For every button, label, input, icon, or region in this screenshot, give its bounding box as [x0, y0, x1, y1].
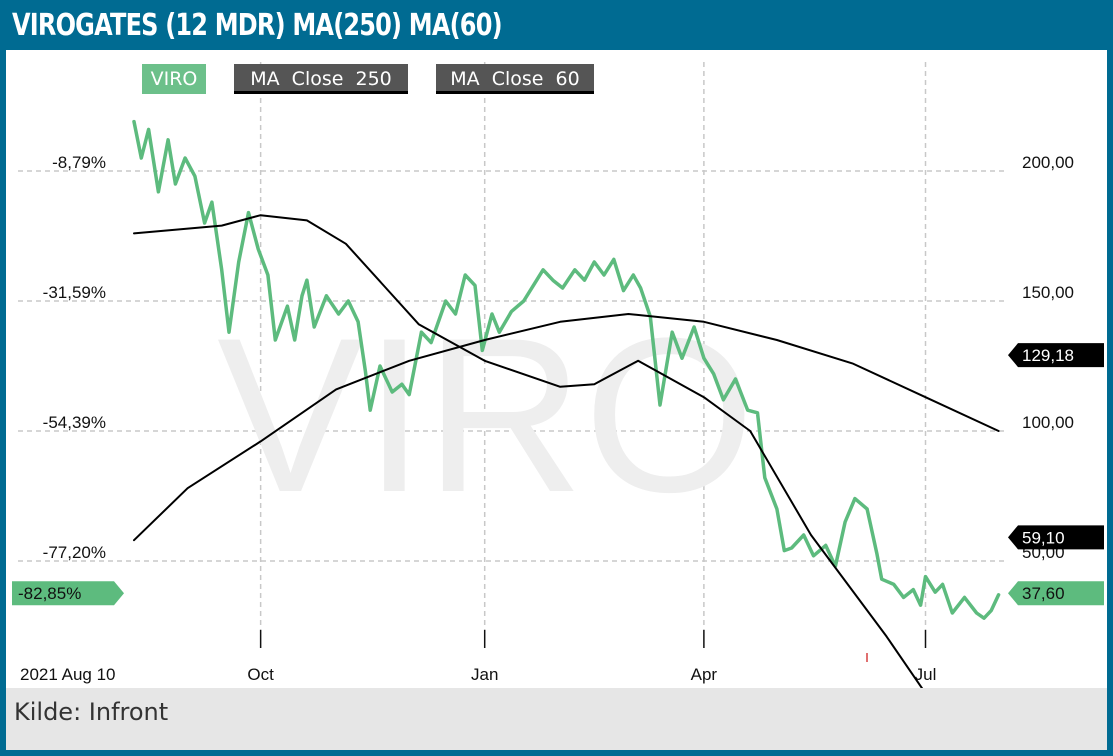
tag-viro-pct-label: -82,85%	[18, 584, 81, 603]
grid-lines	[18, 62, 1006, 630]
chart-footer: Kilde: Infront	[6, 688, 1107, 750]
tag-ma-250-label: 129,18	[1022, 346, 1074, 365]
chart-canvas: VIRO 50,00-77,20%100,00-54,39%150,00-31,…	[12, 62, 1104, 688]
y-right-tick-label: 150,00	[1022, 283, 1074, 302]
last-value-tags: 129,18 59,10 37,60 -82,85%	[12, 343, 1104, 606]
tag-ma-60-label: 59,10	[1022, 528, 1065, 547]
x-tick-label: 2021 Aug 10	[20, 665, 115, 684]
y-right-tick-label: 200,00	[1022, 153, 1074, 172]
source-label: Kilde: Infront	[14, 698, 169, 726]
tag-viro-pct-bg	[12, 581, 124, 606]
series-ma-60	[133, 214, 924, 688]
y-left-tick-label: -77,20%	[43, 543, 106, 562]
series-ma-250	[133, 313, 1000, 542]
y-right-tick-label: 100,00	[1022, 413, 1074, 432]
x-tick-label: Apr	[691, 665, 718, 684]
x-tick-label: Jul	[915, 665, 937, 684]
chart-title: VIROGATES (12 MDR) MA(250) MA(60)	[12, 8, 503, 43]
chart-header: VIROGATES (12 MDR) MA(250) MA(60)	[6, 6, 1107, 50]
y-left-tick-label: -54,39%	[43, 413, 106, 432]
x-tick-label: Jan	[471, 665, 498, 684]
series-viro	[132, 119, 1001, 620]
tag-ma-60-bg	[1008, 525, 1104, 550]
y-left-tick-label: -8,79%	[52, 153, 106, 172]
tag-ma-250-bg	[1008, 343, 1104, 368]
series-lines	[132, 119, 1001, 688]
tag-viro-bg	[1008, 581, 1104, 606]
legend-viro[interactable]: VIRO	[142, 64, 206, 94]
y-left-tick-label: -31,59%	[43, 283, 106, 302]
x-tick-label: Oct	[247, 665, 274, 684]
legend-ma-250[interactable]: MA Close 250	[234, 64, 408, 94]
legend-ma-60[interactable]: MA Close 60	[436, 64, 594, 94]
tag-viro-label: 37,60	[1022, 584, 1065, 603]
